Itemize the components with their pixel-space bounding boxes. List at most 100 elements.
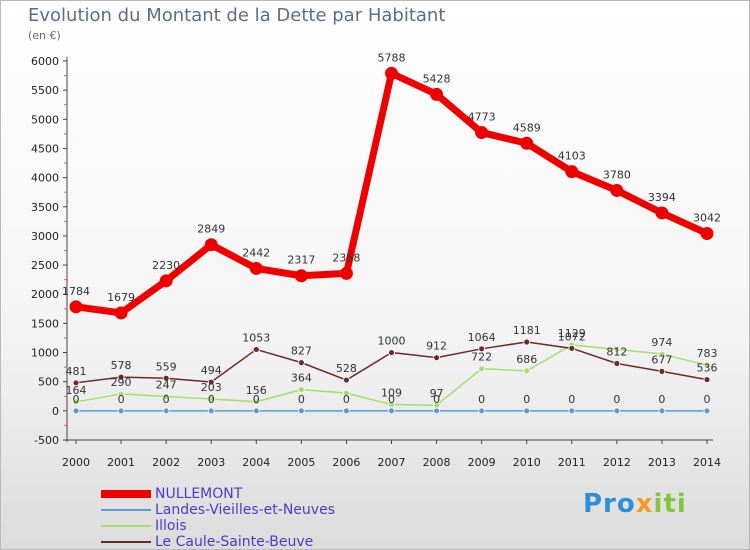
data-point-illois bbox=[703, 361, 711, 369]
x-tick-label: 2012 bbox=[603, 456, 631, 469]
x-tick-label: 2003 bbox=[197, 456, 225, 469]
data-point-landes-vieilles-et-neuves bbox=[523, 407, 531, 415]
y-tick-label: 4000 bbox=[31, 172, 59, 185]
data-point-landes-vieilles-et-neuves bbox=[433, 407, 440, 415]
data-point-illois bbox=[72, 398, 80, 406]
data-label-landes-vieilles-et-neuves: 0 bbox=[433, 393, 440, 406]
data-point-nullemont bbox=[655, 206, 669, 220]
data-label-le-caule-sainte-beuve: 1072 bbox=[558, 330, 586, 343]
data-point-le-caule-sainte-beuve bbox=[703, 376, 711, 383]
data-label-landes-vieilles-et-neuves: 0 bbox=[568, 393, 575, 406]
data-point-le-caule-sainte-beuve bbox=[388, 349, 395, 356]
data-point-illois bbox=[252, 398, 260, 406]
data-label-nullemont: 1679 bbox=[107, 291, 135, 304]
data-label-landes-vieilles-et-neuves: 0 bbox=[298, 393, 305, 406]
data-point-landes-vieilles-et-neuves bbox=[72, 407, 80, 415]
x-axis-ticks: 2000 2001 2002 2003 2004 2005 2006 2007 2008 2009… bbox=[62, 440, 721, 469]
x-tick-label: 2007 bbox=[378, 456, 406, 469]
data-label-le-caule-sainte-beuve: 827 bbox=[291, 345, 312, 358]
data-point-le-caule-sainte-beuve bbox=[162, 374, 170, 382]
x-tick-label: 2004 bbox=[242, 456, 270, 469]
data-label-illois: 156 bbox=[246, 384, 267, 397]
data-point-landes-vieilles-et-neuves bbox=[252, 407, 260, 415]
data-label-illois: 783 bbox=[697, 347, 718, 360]
y-tick-label: 6000 bbox=[31, 55, 59, 68]
data-point-nullemont bbox=[159, 274, 173, 288]
proxiti-logo: Proxiti bbox=[583, 489, 687, 519]
data-point-le-caule-sainte-beuve bbox=[523, 338, 531, 346]
data-label-le-caule-sainte-beuve: 559 bbox=[156, 360, 177, 373]
legend-label-landes-vieilles-et-neuves: Landes-Vieilles-et-Neuves bbox=[155, 502, 335, 518]
data-label-illois: 290 bbox=[111, 376, 132, 389]
data-point-landes-vieilles-et-neuves bbox=[117, 407, 125, 415]
data-point-nullemont bbox=[114, 306, 128, 320]
data-label-le-caule-sainte-beuve: 1064 bbox=[468, 331, 496, 344]
chart-title: Evolution du Montant de la Dette par Hab… bbox=[28, 5, 446, 26]
y-tick-label: 5000 bbox=[31, 113, 59, 126]
data-point-illois bbox=[162, 393, 170, 400]
data-point-nullemont bbox=[385, 66, 398, 80]
data-point-illois bbox=[478, 365, 486, 373]
data-label-landes-vieilles-et-neuves: 0 bbox=[118, 393, 125, 406]
data-point-nullemont bbox=[69, 300, 83, 314]
data-point-landes-vieilles-et-neuves bbox=[658, 407, 666, 415]
y-axis-ticks: -500 0 500 1000 1500 2000 2500 3000 3500 4000 4500… bbox=[31, 55, 67, 447]
y-tick-label: 3500 bbox=[31, 201, 59, 214]
data-point-illois bbox=[297, 386, 305, 394]
data-point-illois bbox=[523, 367, 531, 375]
data-point-illois bbox=[613, 345, 621, 353]
data-point-nullemont bbox=[204, 238, 218, 252]
y-tick-label: 2500 bbox=[31, 259, 59, 272]
data-point-le-caule-sainte-beuve bbox=[433, 354, 440, 362]
x-tick-label: 2001 bbox=[107, 456, 135, 469]
data-point-nullemont bbox=[294, 269, 308, 283]
data-point-le-caule-sainte-beuve bbox=[297, 359, 305, 367]
y-tick-label: 3000 bbox=[31, 230, 59, 243]
data-point-nullemont bbox=[339, 266, 353, 280]
data-point-nullemont bbox=[475, 126, 489, 140]
data-point-le-caule-sainte-beuve bbox=[207, 378, 215, 386]
data-point-landes-vieilles-et-neuves bbox=[207, 407, 215, 415]
data-label-illois: 97 bbox=[430, 387, 444, 400]
data-point-landes-vieilles-et-neuves bbox=[703, 407, 711, 415]
data-point-illois bbox=[658, 350, 666, 358]
y-tick-label: -500 bbox=[34, 434, 59, 447]
x-tick-label: 2014 bbox=[693, 456, 721, 469]
data-label-landes-vieilles-et-neuves: 0 bbox=[388, 393, 395, 406]
y-tick-label: 500 bbox=[38, 376, 59, 389]
data-point-landes-vieilles-et-neuves bbox=[613, 407, 621, 415]
data-label-nullemont: 3394 bbox=[648, 191, 676, 204]
x-tick-label: 2005 bbox=[287, 456, 315, 469]
data-point-nullemont bbox=[610, 183, 624, 197]
data-point-illois bbox=[207, 395, 215, 403]
series-points bbox=[69, 66, 714, 415]
data-label-le-caule-sainte-beuve: 578 bbox=[111, 359, 132, 372]
data-point-landes-vieilles-et-neuves bbox=[297, 407, 305, 415]
data-label-nullemont: 5428 bbox=[423, 72, 451, 85]
data-label-nullemont: 4589 bbox=[513, 121, 541, 134]
data-point-le-caule-sainte-beuve bbox=[252, 346, 260, 353]
y-tick-label: 1000 bbox=[31, 347, 59, 360]
data-label-le-caule-sainte-beuve: 481 bbox=[66, 365, 87, 378]
y-tick-label: 0 bbox=[52, 405, 59, 418]
data-label-nullemont: 5788 bbox=[378, 51, 406, 64]
data-label-le-caule-sainte-beuve: 1000 bbox=[378, 335, 406, 348]
data-label-nullemont: 1784 bbox=[62, 285, 90, 298]
data-label-illois: 722 bbox=[471, 351, 492, 364]
data-label-le-caule-sainte-beuve: 677 bbox=[651, 353, 672, 366]
data-point-le-caule-sainte-beuve bbox=[343, 376, 350, 384]
data-label-nullemont: 2442 bbox=[242, 246, 270, 259]
x-tick-label: 2009 bbox=[468, 456, 496, 469]
data-point-nullemont bbox=[565, 165, 579, 179]
data-label-nullemont: 3042 bbox=[693, 211, 721, 224]
legend-label-nullemont: NULLEMONT bbox=[155, 486, 243, 502]
legend-label-illois: Illois bbox=[155, 518, 187, 534]
x-tick-label: 2008 bbox=[423, 456, 451, 469]
legend-swatch-le-caule-sainte-beuve bbox=[101, 541, 151, 543]
data-label-le-caule-sainte-beuve: 536 bbox=[697, 362, 718, 375]
data-label-nullemont: 2358 bbox=[332, 251, 360, 264]
data-point-illois bbox=[117, 390, 125, 398]
chart-unit: (en €) bbox=[28, 29, 61, 42]
data-label-le-caule-sainte-beuve: 1053 bbox=[242, 331, 270, 344]
